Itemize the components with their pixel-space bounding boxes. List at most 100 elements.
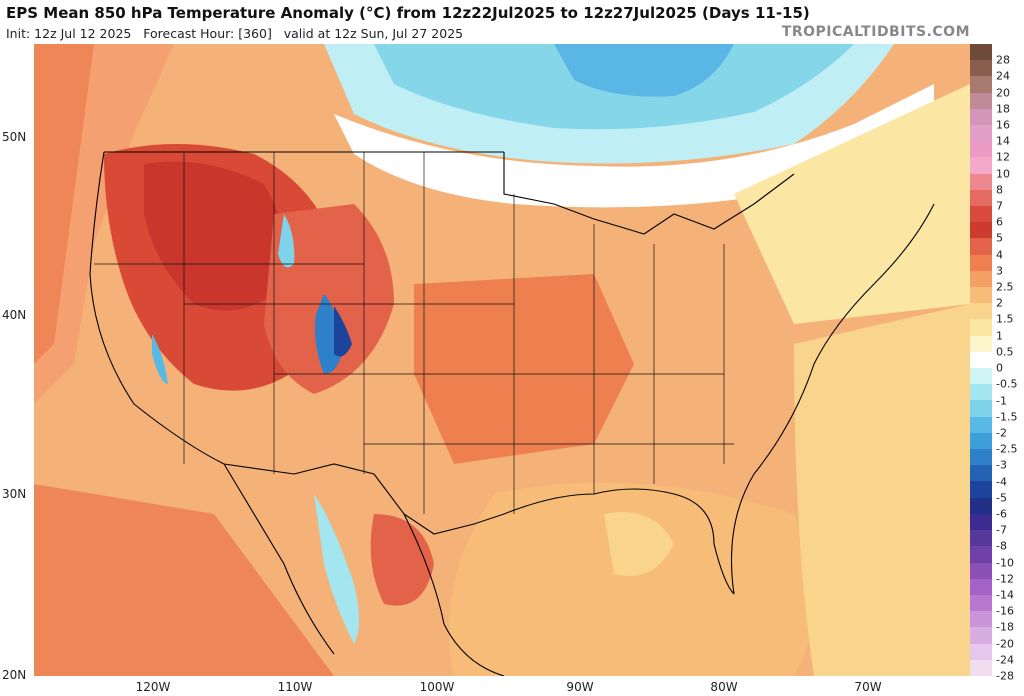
colorbar-tick-label: -7 bbox=[996, 523, 1007, 537]
lon-label-100w: 100W bbox=[419, 680, 455, 694]
colorbar-swatch bbox=[970, 157, 992, 174]
colorbar-swatch bbox=[970, 141, 992, 158]
colorbar-swatch bbox=[970, 76, 992, 93]
mexico-gulf-coast bbox=[403, 513, 505, 676]
gulf-coast bbox=[503, 488, 735, 595]
colorbar-tick-label: 20 bbox=[996, 86, 1010, 100]
us-mexico-border bbox=[223, 463, 505, 535]
colorbar-tick-label: -16 bbox=[996, 604, 1014, 618]
colorbar-tick-label: -20 bbox=[996, 637, 1014, 651]
colorbar-tick-label: 8 bbox=[996, 183, 1003, 197]
mexico-warm bbox=[370, 514, 434, 606]
lat-label-30n: 30N bbox=[2, 487, 27, 501]
mexico-cool bbox=[314, 494, 359, 644]
nevada-cool bbox=[152, 334, 168, 384]
colorbar-swatch bbox=[970, 173, 992, 190]
state-lines bbox=[94, 152, 734, 514]
colorbar-tick-label: -4 bbox=[996, 475, 1007, 489]
chart-subtitle: Init: 12z Jul 12 2025 Forecast Hour: [36… bbox=[6, 26, 464, 41]
colorbar-swatch bbox=[970, 449, 992, 466]
colorbar-swatch bbox=[970, 287, 992, 304]
colorbar-tick-label: 0.5 bbox=[996, 345, 1014, 359]
colorbar-swatch bbox=[970, 222, 992, 239]
lat-label-20n: 20N bbox=[2, 668, 27, 682]
colorbar-swatch bbox=[970, 546, 992, 563]
colorbar-tick-label: -14 bbox=[996, 588, 1014, 602]
colorbar-tick-label: 4 bbox=[996, 248, 1003, 262]
colorbar-swatch bbox=[970, 319, 992, 336]
colorbar-swatch bbox=[970, 530, 992, 547]
lon-label-70w: 70W bbox=[854, 680, 882, 694]
northeast-pale bbox=[734, 84, 970, 324]
colorbar-swatch bbox=[970, 125, 992, 142]
colorbar-swatch bbox=[970, 432, 992, 450]
colorbar-tick-label: 2.5 bbox=[996, 280, 1014, 294]
chart-title: EPS Mean 850 hPa Temperature Anomaly (°C… bbox=[6, 4, 810, 22]
colorbar-labels: 28 24 20 18 16 14 12 10 8 7 6 5 4 3 2.5 2 1.5 1 0.5 0 -0.5 -1… bbox=[996, 44, 1024, 683]
colorbar-swatch bbox=[970, 416, 992, 433]
canada-cold-center bbox=[554, 44, 734, 97]
colorbar-swatch bbox=[970, 303, 992, 320]
colorbar-swatch bbox=[970, 44, 992, 61]
colorbar-swatch bbox=[970, 108, 992, 126]
lat-label-50n: 50N bbox=[2, 130, 27, 144]
colorbar-tick-label: 1 bbox=[996, 329, 1003, 343]
colorbar-swatch bbox=[970, 497, 992, 514]
colorbar-swatch bbox=[970, 238, 992, 255]
colorbar-swatch bbox=[970, 643, 992, 660]
colorbar-swatch bbox=[970, 92, 992, 109]
colorbar-swatch bbox=[970, 594, 992, 612]
lon-label-90w: 90W bbox=[566, 680, 594, 694]
colorbar-tick-label: 16 bbox=[996, 118, 1010, 132]
colorbar-tick-label: -8 bbox=[996, 539, 1007, 553]
colorbar-tick-label: 14 bbox=[996, 134, 1010, 148]
colorbar-swatch bbox=[970, 254, 992, 271]
colorbar-tick-label: -2.5 bbox=[996, 442, 1018, 456]
colorbar-swatch bbox=[970, 351, 992, 369]
colorbar-tick-label: -10 bbox=[996, 556, 1014, 570]
colorbar-tick-label: 2 bbox=[996, 296, 1003, 310]
atlantic-zone bbox=[794, 304, 970, 676]
colorbar-swatch bbox=[970, 611, 992, 628]
great-lakes-border bbox=[503, 152, 795, 235]
colorbar-swatch bbox=[970, 465, 992, 482]
colorbar-tick-label: 6 bbox=[996, 215, 1003, 229]
colorbar-tick-label: 12 bbox=[996, 150, 1010, 164]
colorbar-tick-label: 1.5 bbox=[996, 312, 1014, 326]
colorado-cool-core bbox=[334, 306, 352, 357]
colorbar-swatch bbox=[970, 60, 992, 77]
colorbar-tick-label: -6 bbox=[996, 507, 1007, 521]
colorbar bbox=[970, 44, 992, 676]
colorbar-tick-label: -24 bbox=[996, 653, 1014, 667]
colorbar-swatch bbox=[970, 659, 992, 676]
colorbar-tick-label: -1.5 bbox=[996, 410, 1018, 424]
lon-label-120w: 120W bbox=[135, 680, 171, 694]
colorbar-swatch bbox=[970, 368, 992, 385]
colorbar-tick-label: -2 bbox=[996, 426, 1007, 440]
colorbar-swatch bbox=[970, 335, 992, 352]
plains-warm bbox=[414, 274, 634, 464]
colorbar-tick-label: 3 bbox=[996, 264, 1003, 278]
colorbar-tick-label: -1 bbox=[996, 394, 1007, 407]
colorbar-swatch bbox=[970, 578, 992, 595]
gulf-pale-spot bbox=[604, 512, 674, 576]
colorbar-swatch bbox=[970, 206, 992, 223]
colorbar-swatch bbox=[970, 400, 992, 417]
colorbar-tick-label: 24 bbox=[996, 69, 1010, 83]
west-coast bbox=[89, 151, 225, 465]
east-coast bbox=[730, 203, 935, 595]
rockies-warm bbox=[264, 204, 394, 394]
lat-label-40n: 40N bbox=[2, 308, 27, 322]
anomaly-map bbox=[34, 44, 970, 676]
colorbar-tick-label: 10 bbox=[996, 167, 1010, 181]
borders bbox=[89, 151, 935, 676]
colorbar-tick-label: 5 bbox=[996, 231, 1003, 245]
baja-coast bbox=[223, 463, 335, 655]
lon-label-80w: 80W bbox=[710, 680, 738, 694]
wyoming-cool bbox=[278, 214, 295, 268]
brand-label[interactable]: TROPICALTIDBITS.COM bbox=[781, 24, 970, 40]
colorbar-tick-label: -12 bbox=[996, 572, 1014, 586]
colorbar-tick-label: -0.5 bbox=[996, 377, 1018, 391]
colorbar-swatch bbox=[970, 627, 992, 644]
colorbar-swatch bbox=[970, 513, 992, 531]
